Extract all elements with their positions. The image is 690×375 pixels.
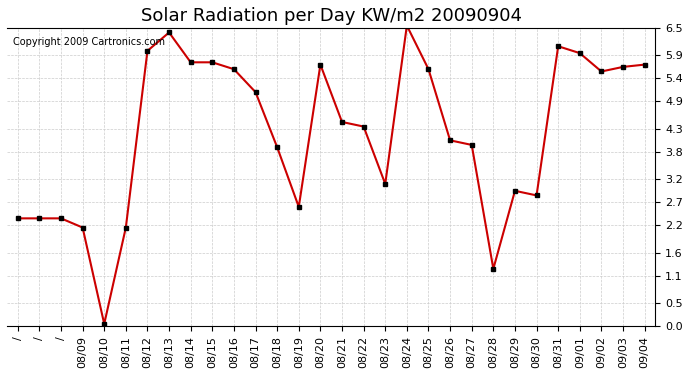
Text: Copyright 2009 Cartronics.com: Copyright 2009 Cartronics.com — [13, 37, 166, 47]
Title: Solar Radiation per Day KW/m2 20090904: Solar Radiation per Day KW/m2 20090904 — [141, 7, 522, 25]
